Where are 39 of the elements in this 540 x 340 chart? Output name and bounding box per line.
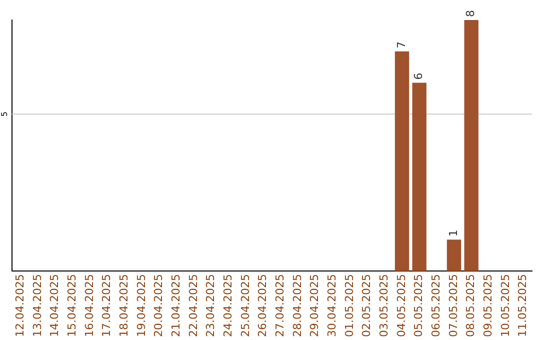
x-tick-label: 28.04.2025 <box>290 274 304 338</box>
x-tick-label: 14.04.2025 <box>48 274 62 338</box>
x-tick-label: 05.05.2025 <box>412 274 426 338</box>
x-tick-label: 11.05.2025 <box>516 274 530 338</box>
x-tick-label: 27.04.2025 <box>274 274 287 338</box>
bar <box>464 20 478 272</box>
x-tick-label: 26.04.2025 <box>256 274 270 338</box>
x-tick-label: 13.04.2025 <box>30 274 44 338</box>
data-label: 1 <box>446 230 460 237</box>
x-tick-label: 25.04.2025 <box>238 274 252 338</box>
x-tick-label: 20.04.2025 <box>152 274 166 338</box>
x-tick-label: 04.05.2025 <box>394 274 408 338</box>
x-tick-label: 23.04.2025 <box>204 274 218 338</box>
x-tick-label: 29.04.2025 <box>308 274 322 338</box>
bar <box>446 240 462 272</box>
x-tick-label: 07.05.2025 <box>446 274 460 338</box>
x-tick-label: 15.04.2025 <box>66 274 79 338</box>
x-tick-label: 02.05.2025 <box>360 274 374 338</box>
data-label: 8 <box>464 10 478 17</box>
x-tick-label: 01.05.2025 <box>342 274 356 338</box>
bar <box>412 82 426 272</box>
x-tick-label: 21.04.2025 <box>170 274 183 338</box>
data-label: 6 <box>412 72 426 80</box>
x-tick-label: 18.04.2025 <box>118 274 131 338</box>
x-tick-label: 24.04.2025 <box>222 274 235 338</box>
x-tick-label: 17.04.2025 <box>100 274 114 338</box>
x-tick-label: 06.05.2025 <box>430 274 443 338</box>
x-tick-label: 10.05.2025 <box>498 274 512 338</box>
x-tick-label: 19.04.2025 <box>134 274 148 338</box>
x-tick-label: 03.05.2025 <box>378 274 391 338</box>
x-tick-label: 12.04.2025 <box>14 274 27 338</box>
data-label: 7 <box>394 41 408 48</box>
ref-line-label: 5 <box>0 112 10 117</box>
x-tick-label: 08.05.2025 <box>464 274 478 338</box>
x-tick-label: 16.04.2025 <box>82 274 96 338</box>
x-tick-label: 09.05.2025 <box>482 274 495 338</box>
x-tick-label: 30.04.2025 <box>326 274 339 338</box>
x-tick-label: 22.04.2025 <box>186 274 200 338</box>
bar <box>394 51 410 272</box>
